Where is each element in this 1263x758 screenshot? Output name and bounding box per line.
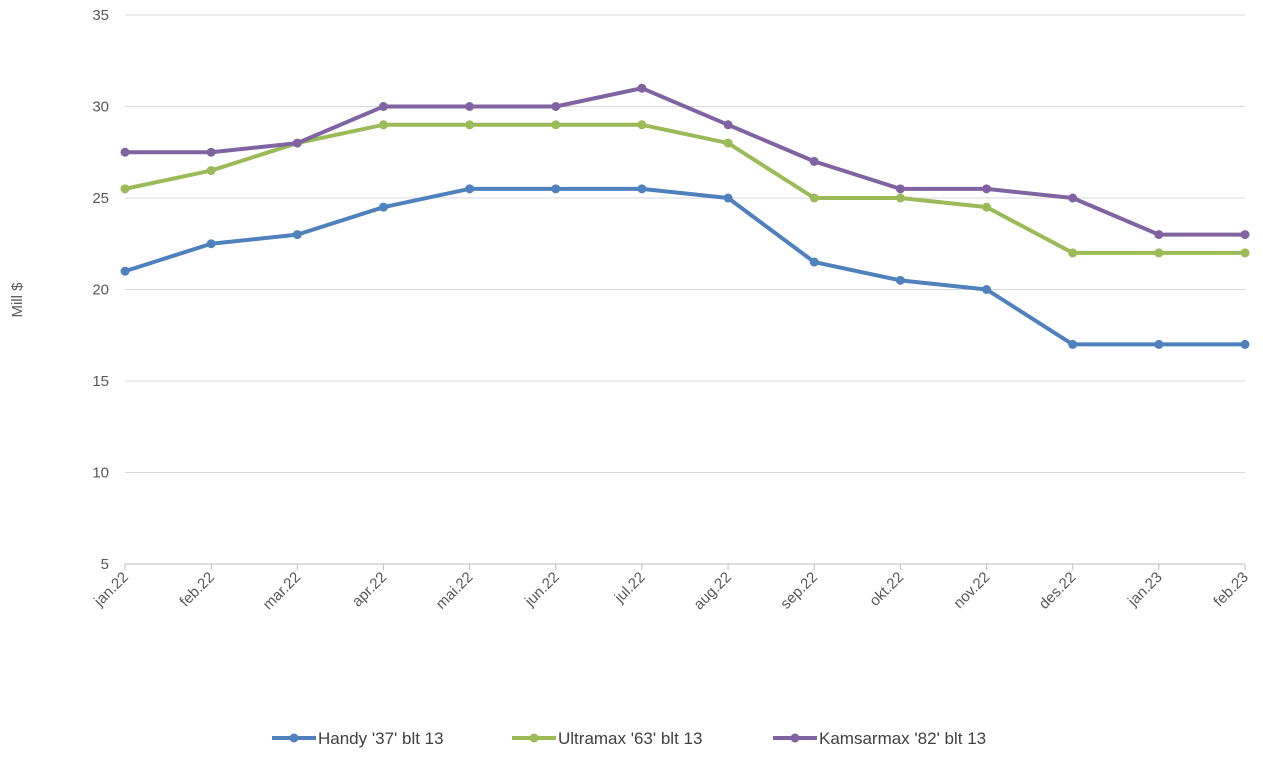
series-group [120,83,1250,240]
x-tick-label: jun.22 [521,569,563,611]
y-tick-label: 15 [92,373,109,390]
data-point [1154,230,1164,240]
series-line [123,122,1247,255]
y-tick-label: 25 [92,190,109,207]
data-point [465,102,475,111]
data-point [551,102,561,111]
axes: 5 10 15 20 25 30 35 jan.22 feb.22 mar.22 apr.22 mai… [90,7,1252,613]
legend-item: Handy '37' blt 13 [272,729,444,748]
data-point [982,202,992,212]
data-point [1068,248,1078,258]
data-point [1240,248,1250,258]
data-point [206,166,216,176]
legend-swatch-marker [790,733,800,743]
x-tick-label: mar.22 [260,569,304,613]
data-point [637,83,647,93]
legend-label: Handy '37' blt 13 [318,729,444,748]
data-point [292,138,302,148]
x-tick-label: mai.22 [433,569,477,613]
legend-swatch-marker [529,733,539,743]
legend-label: Kamsarmax '82' blt 13 [819,729,986,748]
data-point [120,266,130,276]
data-point [378,120,388,130]
legend-label: Ultramax '63' blt 13 [558,729,702,748]
legend: Handy '37' blt 13 Ultramax '63' blt 13 Kam… [272,729,986,748]
data-point [1154,248,1164,258]
data-point [465,120,475,130]
data-point [895,184,905,194]
data-point [551,184,561,194]
data-point [637,120,647,130]
data-point [723,120,733,130]
data-point [206,239,216,249]
series-line [123,86,1247,237]
data-point [465,184,475,194]
data-point [378,202,388,212]
y-tick-label: 35 [92,7,109,24]
x-tick-label: okt.22 [866,569,907,610]
x-tick-label: jul.22 [611,569,649,607]
x-tick-label: sep.22 [777,569,821,613]
x-tick-label: feb.22 [176,569,218,611]
data-point [378,102,388,111]
data-point [292,230,302,240]
data-point [551,120,561,130]
data-point [1240,339,1250,349]
y-axis-label: Mill $ [9,282,26,318]
data-point [206,147,216,157]
x-tick-label: aug.22 [690,569,734,613]
y-tick-label: 20 [92,282,109,299]
data-point [120,184,130,194]
data-point [1154,339,1164,349]
gridlines [125,14,1245,473]
y-tick-label: 5 [101,556,109,573]
data-point [120,147,130,157]
data-point [1068,339,1078,349]
data-point [982,285,992,294]
data-point [809,257,819,267]
x-tick-label: feb.23 [1210,569,1252,611]
data-point [895,193,905,203]
data-point [1240,230,1250,240]
y-tick-label: 10 [92,465,109,482]
x-tick-label: des.22 [1036,569,1080,613]
x-tick-label: apr.22 [349,569,391,611]
data-point [809,156,819,166]
legend-item: Kamsarmax '82' blt 13 [773,729,986,748]
legend-swatch-marker [289,733,299,743]
data-point [1068,193,1078,203]
data-point [637,184,647,194]
series-line [123,186,1247,347]
data-point [809,193,819,203]
x-tick-label: jan.23 [1124,569,1166,611]
series-group [120,184,1250,349]
data-point [723,138,733,148]
legend-item: Ultramax '63' blt 13 [512,729,702,748]
x-tick-label: jan.22 [90,569,132,611]
y-tick-label: 30 [92,99,109,116]
data-point [723,193,733,203]
data-point [982,184,992,194]
data-point [895,275,905,285]
x-tick-label: nov.22 [950,569,993,612]
series-lines [120,83,1250,349]
series-group [120,120,1250,258]
